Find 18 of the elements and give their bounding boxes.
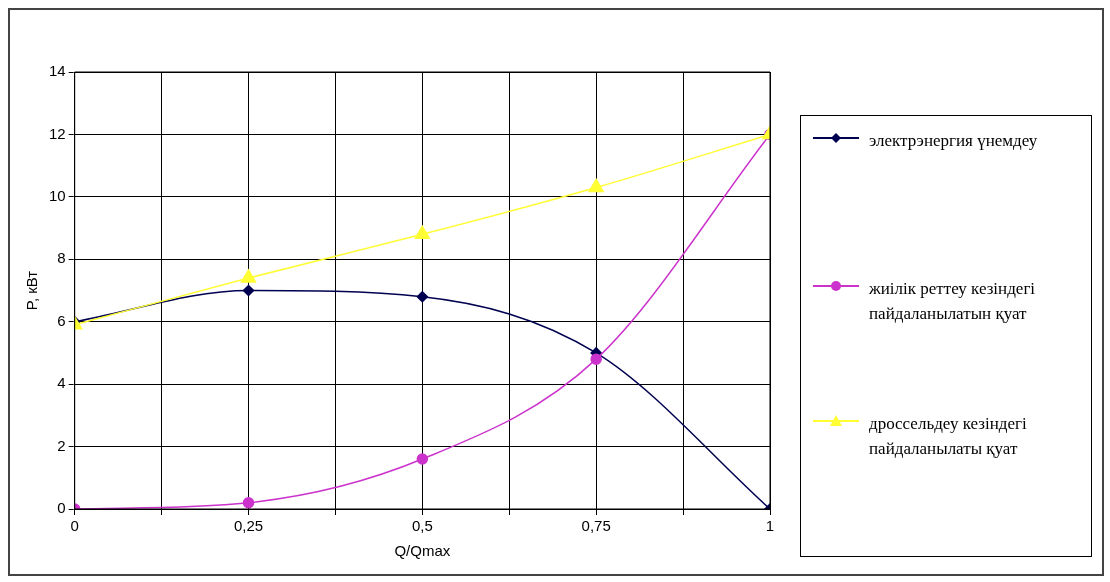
legend-label: жиілік реттеу кезіндегі пайдаланылатын қуат [869, 278, 1037, 325]
legend-label: электрэнергия үнемдеу [869, 130, 1039, 152]
legend-label: дроссельдеу кезіндегі пайдаланылаты қуат [869, 413, 1028, 460]
y-tick-label: 14 [49, 62, 66, 80]
y-tick-label: 2 [57, 436, 66, 454]
x-axis-title: Q/Qmax [394, 542, 451, 560]
y-tick-label: 6 [57, 311, 66, 329]
y-tick-label: 4 [57, 374, 66, 392]
y-tick-label: 8 [57, 249, 66, 267]
y-axis-title: P, кВт [23, 270, 41, 311]
x-tick-label: 0,5 [411, 517, 433, 535]
x-tick-label: 0,75 [581, 517, 611, 535]
x-tick-label: 1 [765, 517, 775, 535]
y-tick-label: 10 [49, 187, 66, 204]
y-tick-label: 12 [49, 124, 66, 142]
x-tick-label: 0 [70, 517, 79, 535]
y-tick-label: 0 [57, 499, 66, 517]
x-tick-label: 0,25 [233, 517, 264, 535]
